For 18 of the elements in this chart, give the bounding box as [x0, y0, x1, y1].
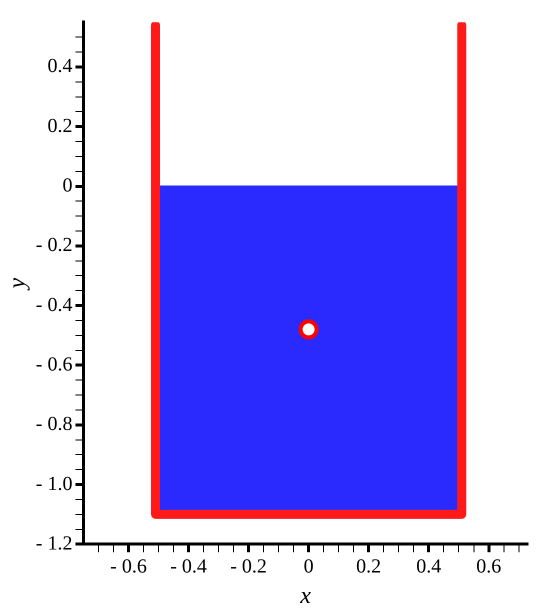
x-tick-label: - 0.2: [230, 555, 267, 578]
y-tick-label: 0.2: [47, 114, 72, 137]
y-tick-label: - 0.6: [36, 353, 72, 376]
y-axis-title: y: [4, 278, 31, 291]
y-tick-label: - 0.2: [36, 234, 72, 256]
y-tick-label: - 1.2: [36, 532, 72, 554]
x-tick-label: 0.2: [356, 555, 382, 578]
y-tick-label: - 1.0: [36, 472, 72, 495]
x-tick-label: - 0.4: [170, 555, 207, 578]
x-tick-label: 0.6: [476, 555, 502, 578]
x-tick-label: - 0.6: [110, 555, 147, 578]
y-tick-label: 0: [62, 174, 72, 197]
x-axis-title: x: [299, 582, 312, 609]
y-tick-label: 0.4: [47, 55, 72, 78]
y-tick-label: - 0.4: [36, 294, 72, 316]
y-tick-label: - 0.8: [36, 413, 72, 436]
x-tick-label: 0: [304, 555, 314, 578]
x-tick-label: 0.4: [416, 555, 442, 578]
